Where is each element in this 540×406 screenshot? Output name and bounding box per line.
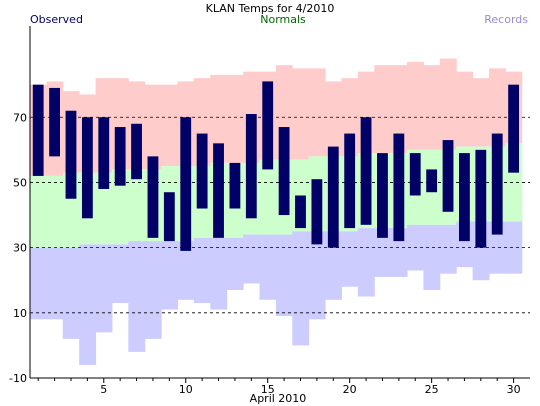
- observed-bar: [65, 110, 77, 199]
- record-low-band: [62, 247, 80, 339]
- record-low-band: [325, 231, 342, 300]
- observed-bar: [163, 192, 175, 242]
- record-high-band: [210, 74, 228, 163]
- record-low-band: [505, 221, 523, 274]
- record-low-band: [226, 237, 244, 290]
- record-high-band: [374, 65, 392, 154]
- observed-bar: [459, 153, 470, 242]
- observed-bar: [114, 127, 126, 186]
- record-low-band: [144, 241, 162, 339]
- x-tick-label: 30: [507, 383, 521, 396]
- normal-band: [30, 175, 47, 248]
- record-high-band: [423, 65, 441, 150]
- record-low-band: [341, 231, 359, 287]
- record-high-band: [390, 65, 408, 154]
- observed-bar: [196, 133, 208, 209]
- record-high-band: [439, 58, 457, 150]
- record-high-band: [489, 68, 506, 147]
- record-high-band: [407, 61, 424, 150]
- y-tick-label: 30: [13, 242, 27, 255]
- record-high-band: [472, 78, 490, 147]
- observed-bar: [393, 133, 405, 242]
- observed-bar: [344, 133, 356, 229]
- x-axis-label: April 2010: [250, 392, 307, 405]
- observed-bar: [81, 117, 93, 219]
- legend-normals: Normals: [260, 13, 306, 26]
- record-high-band: [308, 68, 326, 157]
- observed-bar: [32, 84, 44, 176]
- x-tick-label: 10: [179, 383, 193, 396]
- observed-bar: [147, 156, 159, 238]
- observed-bar: [98, 117, 110, 189]
- observed-bar: [475, 149, 487, 248]
- record-low-band: [177, 241, 195, 300]
- record-low-band: [308, 231, 326, 320]
- legend-records: Records: [484, 13, 528, 26]
- record-low-band: [423, 224, 441, 290]
- observed-bar: [262, 81, 274, 170]
- observed-bar: [229, 162, 241, 209]
- record-low-band: [79, 244, 97, 365]
- normal-band: [259, 159, 277, 235]
- x-tick-label: 15: [261, 383, 275, 396]
- record-high-band: [226, 74, 244, 163]
- observed-bar: [426, 169, 438, 193]
- observed-bar: [213, 143, 224, 238]
- observed-bar: [131, 123, 142, 180]
- record-low-band: [374, 228, 392, 277]
- observed-bar: [377, 153, 388, 238]
- x-tick-label: 5: [100, 383, 107, 396]
- record-low-band: [161, 241, 179, 310]
- record-high-band: [325, 81, 342, 157]
- observed-bar: [491, 133, 503, 235]
- record-high-band: [456, 71, 474, 147]
- record-low-band: [439, 224, 457, 274]
- observed-bar: [327, 146, 339, 248]
- y-tick-label: 10: [13, 307, 27, 320]
- observed-bar: [245, 114, 257, 219]
- observed-bar: [49, 87, 60, 157]
- normal-band: [95, 172, 113, 245]
- record-low-band: [259, 234, 277, 300]
- record-low-band: [210, 237, 228, 310]
- record-low-band: [95, 244, 113, 333]
- x-tick-label: 20: [343, 383, 357, 396]
- record-low-band: [193, 237, 211, 304]
- normal-band: [128, 169, 146, 242]
- record-low-band: [111, 244, 129, 304]
- y-tick-label: -10: [9, 372, 27, 385]
- record-high-band: [144, 84, 162, 170]
- normal-band: [111, 169, 129, 245]
- observed-bar: [180, 117, 192, 251]
- observed-bar: [295, 195, 306, 229]
- observed-bar: [508, 84, 520, 173]
- record-low-band: [243, 234, 261, 284]
- plot-area: -10 10 30 50 70 5 10 15 20 25 30: [9, 26, 530, 396]
- observed-bar: [409, 153, 421, 196]
- observed-bar: [278, 127, 290, 216]
- record-low-band: [30, 247, 47, 320]
- chart-title: KLAN Temps for 4/2010: [206, 2, 335, 15]
- record-low-band: [128, 241, 146, 352]
- record-low-band: [292, 231, 310, 346]
- normal-band: [46, 175, 64, 248]
- record-low-band: [46, 247, 64, 320]
- record-high-band: [292, 68, 310, 160]
- y-tick-label: 50: [13, 176, 27, 189]
- y-tick-label: 70: [13, 111, 27, 124]
- record-high-band: [161, 84, 179, 167]
- record-low-band: [275, 234, 293, 317]
- observed-bar: [442, 140, 454, 212]
- legend-observed: Observed: [30, 13, 83, 26]
- observed-bar: [360, 117, 372, 225]
- x-tick-label: 25: [425, 383, 439, 396]
- record-low-band: [357, 228, 375, 297]
- observed-bar: [311, 179, 323, 245]
